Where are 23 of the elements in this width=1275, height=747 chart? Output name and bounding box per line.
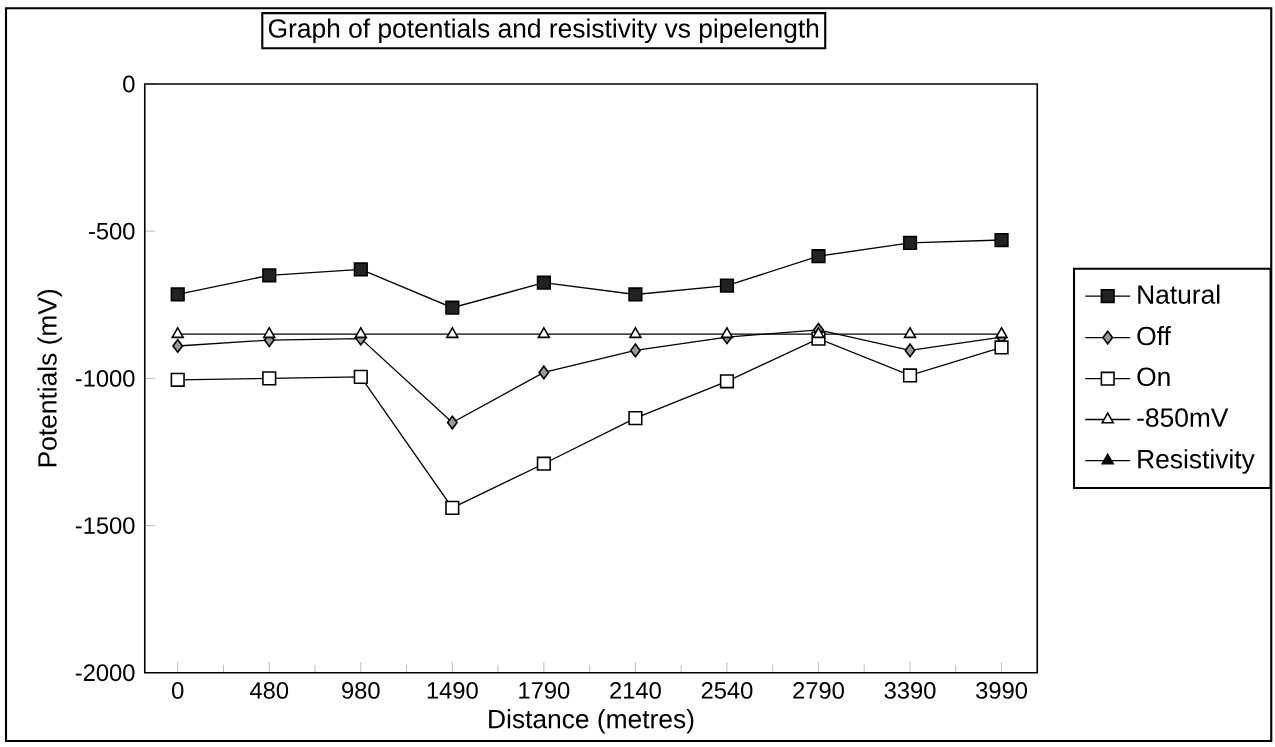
x-tick-label: 1790 (519, 682, 570, 699)
x-tick-label: 2790 (793, 682, 844, 699)
x-tick-label: 3990 (976, 682, 1028, 699)
legend-label: -850mV (1137, 408, 1229, 427)
y-tick-label: -1000 (75, 369, 135, 387)
x-tick-label: 480 (250, 682, 289, 699)
y-axis-title: Potentials (mV) (37, 289, 62, 467)
x-axis-title: Distance (metres) (489, 709, 694, 734)
x-tick-label: 3390 (884, 682, 936, 699)
legend-label: Natural (1138, 284, 1220, 304)
legend-label: Off (1137, 326, 1171, 346)
y-tick-label: -500 (89, 222, 135, 240)
x-tick-label: 1490 (427, 682, 478, 699)
x-tick-label: 2140 (610, 682, 661, 699)
x-tick-label: 2540 (701, 682, 753, 699)
x-tick-label: 0 (172, 682, 184, 699)
chart-title: Graph of potentials and resistivity vs pipelength (268, 18, 819, 44)
legend-label: Resistivity (1138, 449, 1255, 474)
y-tick-label: -2000 (75, 664, 135, 682)
legend-label: On (1137, 367, 1170, 387)
x-tick-label: 980 (342, 682, 380, 699)
y-tick-label: -1500 (75, 517, 135, 534)
y-tick-label: 0 (123, 75, 135, 93)
